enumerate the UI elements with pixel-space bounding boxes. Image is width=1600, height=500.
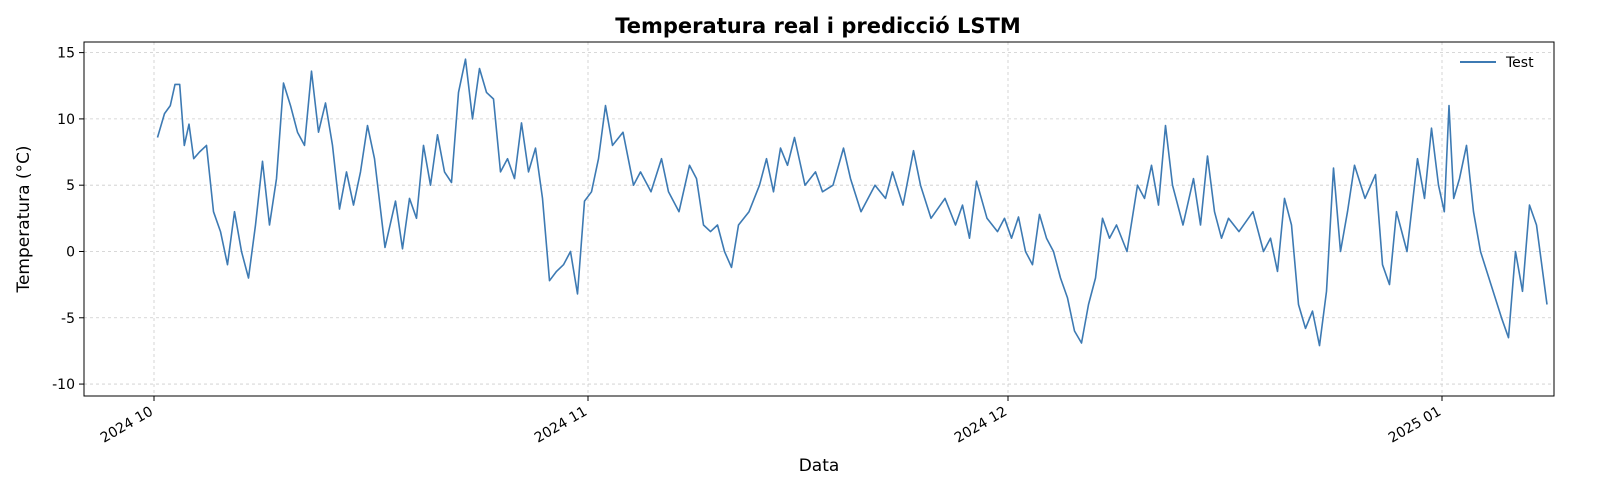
chart-title: Temperatura real i predicció LSTM xyxy=(615,14,1021,38)
x-tick-label: 2025 01 xyxy=(1386,404,1444,447)
x-axis-label: Data xyxy=(799,456,840,476)
x-tick-label: 2024 10 xyxy=(98,404,156,447)
series-layer xyxy=(156,58,1548,347)
legend-label-test: Test xyxy=(1505,55,1534,71)
y-tick-label: -5 xyxy=(61,311,75,327)
plot-frame xyxy=(83,41,1555,397)
y-tick-label: 15 xyxy=(57,46,75,62)
y-tick-label: 5 xyxy=(66,178,75,194)
legend: Test xyxy=(1460,55,1534,71)
x-tick-label: 2024 12 xyxy=(952,404,1010,447)
y-tick-label: 10 xyxy=(57,112,75,128)
y-axis: -10 -5 0 5 10 15 xyxy=(52,46,84,393)
y-axis-label: Temperatura (°C) xyxy=(14,145,34,293)
y-tick-label: -10 xyxy=(52,377,75,393)
y-tick-label: 0 xyxy=(66,244,75,260)
series-line-test xyxy=(156,58,1548,347)
grid xyxy=(84,42,1554,396)
x-tick-label: 2024 11 xyxy=(532,404,590,447)
x-axis: 2024 10 2024 11 2024 12 2025 01 xyxy=(98,396,1444,446)
